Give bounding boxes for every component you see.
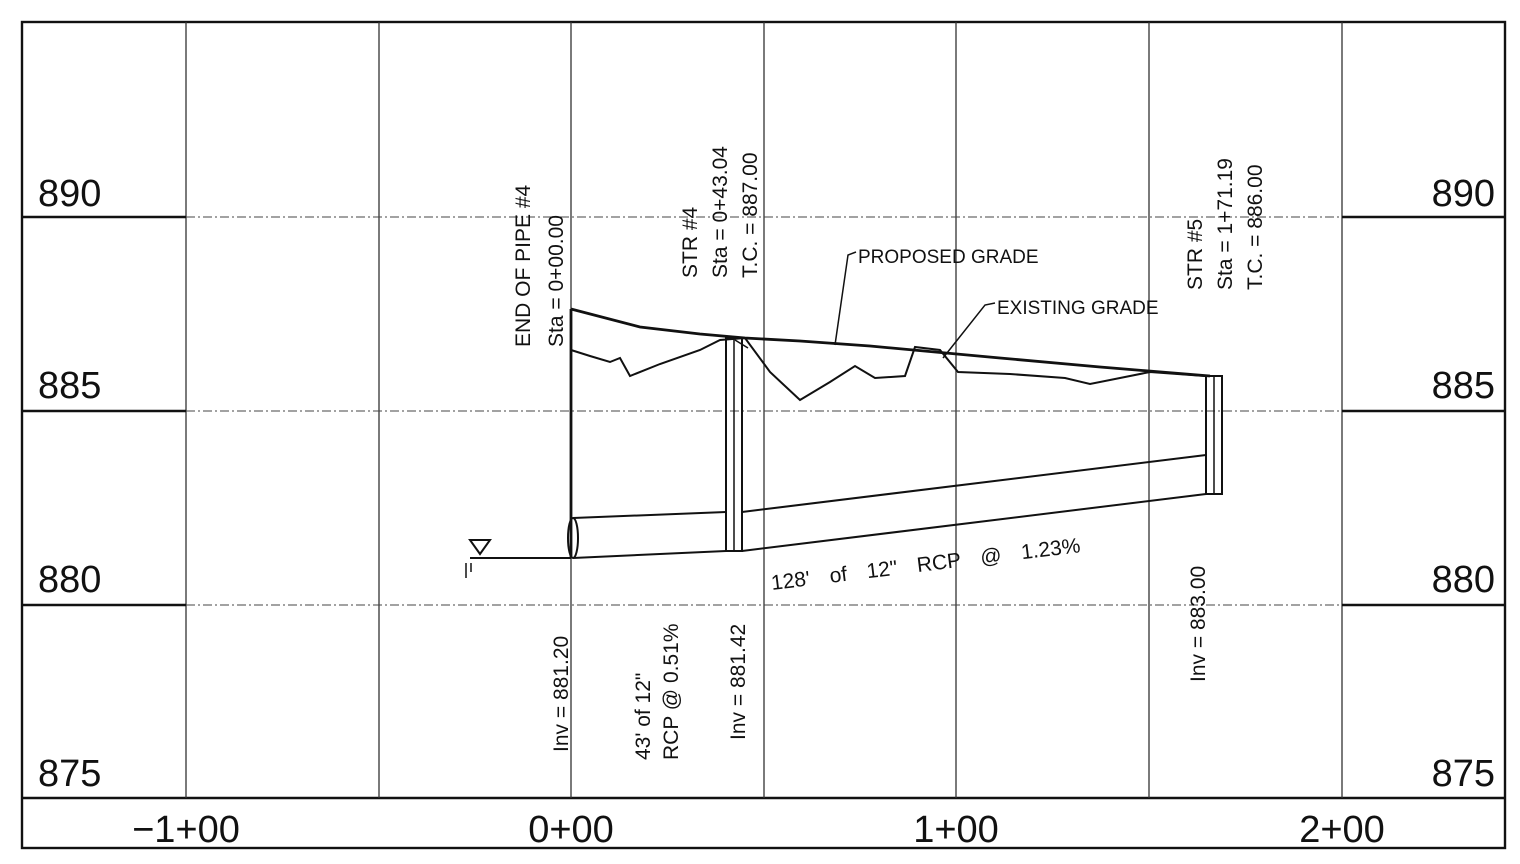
str4-top-of-casting: T.C. = 887.00 [739,153,762,279]
str5-station: Sta = 1+71.19 [1214,158,1237,290]
elevation-label-875-left: 875 [38,753,101,795]
pipe-segment-1 [572,511,727,559]
proposed-grade-label: PROPOSED GRADE [858,247,1039,268]
station-label-1: 1+00 [913,809,999,851]
existing-grade-line [570,336,1206,402]
pipe-end-section [567,517,579,559]
str4-station: Sta = 0+43.04 [709,146,732,278]
str4-label: STR #4 [679,206,702,278]
invert-label-2: Inv = 881.42 [727,624,750,740]
pipe-2-label: 128' of 12" RCP @ 1.23% [770,534,1082,595]
elevation-label-890-right: 890 [1432,173,1495,215]
elevation-label-885-left: 885 [38,365,101,407]
str4-leader [734,339,749,349]
invert-label-1: Inv = 881.20 [550,636,573,752]
elevation-label-880-right: 880 [1432,559,1495,601]
elevation-label-885-right: 885 [1432,365,1495,407]
station-label-2: 2+00 [1299,809,1385,851]
proposed-grade-line [570,307,1211,378]
pipe-segment-2 [741,454,1207,552]
station-label-minus-1: −1+00 [132,809,240,851]
str5-label: STR #5 [1184,219,1207,290]
str5-top-of-casting: T.C. = 886.00 [1244,165,1267,291]
horizontal-grid [22,215,1505,607]
proposed-grade-leader [834,251,857,346]
invert-label-3: Inv = 883.00 [1187,566,1210,682]
elevation-label-875-right: 875 [1432,753,1495,795]
existing-grade-label: EXISTING GRADE [997,298,1159,319]
existing-grade-leader [942,302,996,359]
vertical-grid [185,22,1343,798]
elevation-label-880-left: 880 [38,559,101,601]
end-of-pipe-station: Sta = 0+00.00 [545,215,568,347]
pipe-1-slope-label: RCP @ 0.51% [660,624,683,761]
end-of-pipe-label: END OF PIPE #4 [512,184,535,347]
station-label-0: 0+00 [528,809,614,851]
structure-5 [1205,375,1223,495]
elevation-label-890-left: 890 [38,173,101,215]
water-level-symbol [465,539,571,578]
pipe-1-length-label: 43' of 12" [632,673,655,760]
structure-4 [725,337,743,552]
